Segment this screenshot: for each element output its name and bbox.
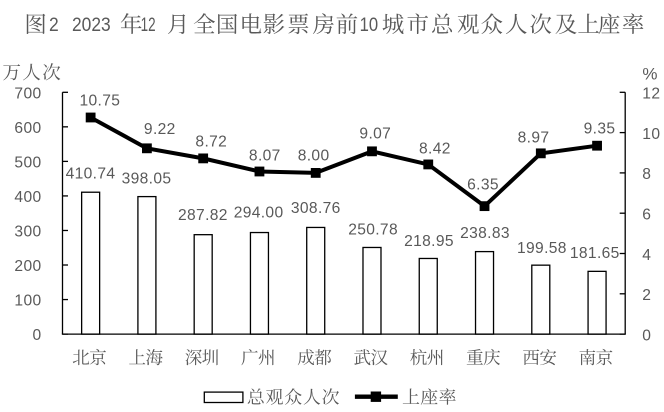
svg-text:8.42: 8.42 bbox=[419, 141, 451, 158]
svg-text:238.83: 238.83 bbox=[460, 225, 510, 242]
svg-text:294.00: 294.00 bbox=[234, 205, 284, 222]
svg-text:300: 300 bbox=[14, 224, 41, 241]
svg-text:2: 2 bbox=[49, 13, 59, 35]
svg-text:410.74: 410.74 bbox=[66, 166, 116, 183]
svg-text:0: 0 bbox=[642, 327, 651, 344]
svg-text:200: 200 bbox=[14, 258, 41, 275]
svg-text:10: 10 bbox=[360, 13, 378, 35]
svg-text:6.35: 6.35 bbox=[467, 177, 499, 194]
svg-text:600: 600 bbox=[14, 120, 41, 137]
svg-text:6: 6 bbox=[642, 207, 651, 224]
svg-text:700: 700 bbox=[14, 85, 41, 102]
svg-text:8: 8 bbox=[642, 166, 651, 183]
svg-text:10: 10 bbox=[642, 126, 660, 143]
svg-text:199.58: 199.58 bbox=[517, 240, 567, 257]
svg-text:8.07: 8.07 bbox=[249, 148, 281, 165]
svg-text:10.75: 10.75 bbox=[80, 93, 121, 110]
svg-text:500: 500 bbox=[14, 154, 41, 171]
svg-text:8.72: 8.72 bbox=[195, 133, 227, 150]
svg-text:0: 0 bbox=[32, 327, 41, 344]
svg-text:218.95: 218.95 bbox=[404, 233, 454, 250]
svg-text:8.00: 8.00 bbox=[298, 148, 330, 165]
svg-text:4: 4 bbox=[642, 247, 651, 264]
svg-text:2023: 2023 bbox=[72, 13, 111, 35]
svg-text:9.07: 9.07 bbox=[359, 125, 391, 142]
svg-text:287.82: 287.82 bbox=[178, 207, 228, 224]
svg-text:400: 400 bbox=[14, 189, 41, 206]
svg-text:12: 12 bbox=[642, 86, 660, 103]
svg-text:100: 100 bbox=[14, 293, 41, 310]
svg-text:308.76: 308.76 bbox=[291, 200, 341, 217]
svg-text:9.22: 9.22 bbox=[144, 121, 176, 138]
svg-text:398.05: 398.05 bbox=[122, 171, 172, 188]
svg-text:12: 12 bbox=[141, 13, 156, 35]
svg-text:8.97: 8.97 bbox=[518, 129, 550, 146]
svg-text:%: % bbox=[642, 64, 657, 83]
svg-text:181.65: 181.65 bbox=[570, 245, 620, 262]
svg-text:250.78: 250.78 bbox=[348, 221, 398, 238]
svg-text:2: 2 bbox=[642, 287, 651, 304]
svg-text:9.35: 9.35 bbox=[584, 120, 616, 137]
